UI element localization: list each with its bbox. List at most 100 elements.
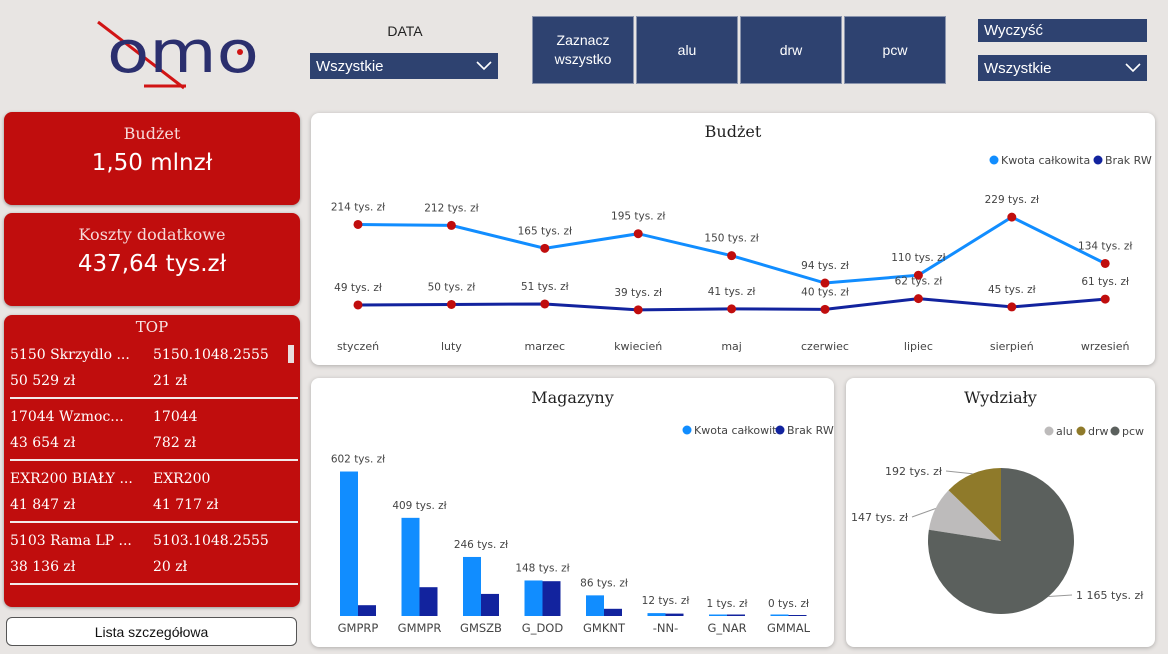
bar[interactable]	[358, 605, 376, 616]
clear-filters-button[interactable]: Wyczyść	[978, 19, 1147, 42]
data-label: 39 tys. zł	[614, 287, 662, 299]
legend-label[interactable]: Kwota całkowita	[694, 424, 783, 437]
chevron-down-icon	[1125, 63, 1141, 73]
bar[interactable]	[770, 614, 789, 617]
data-point[interactable]	[820, 278, 830, 288]
kpi-card-budget: Budżet 1,50 mlnzł	[4, 112, 300, 205]
top-row-code[interactable]: EXR200	[153, 471, 211, 487]
top-row-name[interactable]: 17044 Wzmoc...	[10, 409, 124, 425]
filter-alu-button[interactable]: alu	[636, 16, 738, 84]
x-tick-label: GMMAL	[767, 621, 811, 635]
bar[interactable]	[586, 595, 604, 616]
warehouses-chart-panel: Magazyny Kwota całkowita Brak RW 602 tys. …	[311, 378, 834, 647]
data-label: 192 tys. zł	[885, 465, 943, 478]
date-filter-value: Wszystkie	[316, 57, 384, 75]
pie-slice[interactable]	[928, 468, 1074, 614]
legend-label[interactable]: Brak RW	[787, 424, 834, 437]
data-label: 40 tys. zł	[801, 286, 849, 298]
data-point[interactable]	[446, 299, 456, 309]
x-tick-label: luty	[441, 340, 462, 353]
data-point[interactable]	[633, 305, 643, 315]
legend-marker	[775, 425, 785, 435]
legend-marker	[1044, 426, 1054, 436]
date-filter-dropdown[interactable]: Wszystkie	[310, 53, 498, 79]
bar[interactable]	[788, 615, 807, 616]
bar[interactable]	[709, 614, 727, 617]
data-label: 150 tys. zł	[704, 233, 758, 245]
legend-label[interactable]: drw	[1088, 425, 1109, 438]
data-point[interactable]	[1007, 212, 1017, 222]
leader-line	[1048, 594, 1073, 597]
data-point[interactable]	[727, 304, 737, 314]
bar[interactable]	[419, 587, 438, 616]
bar[interactable]	[463, 556, 481, 616]
legend-label[interactable]: alu	[1056, 425, 1073, 438]
data-label: 86 tys. zł	[580, 577, 628, 589]
legend-label[interactable]: pcw	[1122, 425, 1144, 438]
chart-title: Wydziały	[964, 388, 1037, 407]
bar[interactable]	[542, 581, 561, 616]
budget-line-chart: Kwota całkowita Brak RW 214 tys. zł 212 tys…	[331, 154, 1152, 353]
bar[interactable]	[647, 613, 666, 616]
x-tick-label: sierpień	[990, 340, 1034, 353]
x-tick-label: GMMPR	[398, 621, 442, 635]
legend-label[interactable]: Kwota całkowita	[1001, 154, 1090, 167]
kpi-title: Koszty dodatkowe	[78, 225, 226, 244]
top-row-name[interactable]: 5150 Skrzydlo ...	[10, 347, 130, 363]
data-point[interactable]	[633, 229, 643, 239]
top-row-name[interactable]: EXR200 BIAŁY ...	[10, 471, 133, 487]
data-point[interactable]	[1007, 302, 1017, 312]
data-label: 12 tys. zł	[642, 595, 690, 607]
data-point[interactable]	[540, 243, 550, 253]
x-tick-label: maj	[721, 340, 742, 353]
kpi-value: 437,64 tys.zł	[77, 251, 227, 277]
bar[interactable]	[401, 517, 420, 616]
bar[interactable]	[524, 580, 543, 616]
logo-text: omo	[107, 18, 259, 86]
data-point[interactable]	[1100, 258, 1110, 268]
data-label: 45 tys. zł	[988, 284, 1036, 296]
data-point[interactable]	[1100, 294, 1110, 304]
data-point[interactable]	[353, 300, 363, 310]
data-label: 602 tys. zł	[331, 454, 385, 466]
top-row-code[interactable]: 5150.1048.2555	[153, 347, 269, 363]
bar[interactable]	[481, 593, 499, 616]
top-row-code[interactable]: 5103.1048.2555	[153, 533, 269, 549]
top-row-name[interactable]: 5103 Rama LP ...	[10, 533, 132, 549]
legend-label[interactable]: Brak RW	[1105, 154, 1152, 167]
data-point[interactable]	[540, 299, 550, 309]
select-all-button[interactable]: Zaznacz wszystko	[532, 16, 634, 84]
data-label: 49 tys. zł	[334, 282, 382, 294]
leader-line	[911, 508, 936, 518]
pie-slice[interactable]	[948, 468, 1001, 541]
departments-pie-chart: alu drw pcw 147 tys. zł 192 tys. zł 1 165 tys…	[851, 425, 1144, 614]
department-filter-dropdown[interactable]: Wszystkie	[978, 55, 1147, 81]
data-point[interactable]	[727, 251, 737, 261]
data-label: 1 tys. zł	[707, 598, 748, 610]
data-point[interactable]	[913, 270, 923, 280]
top-row-code[interactable]: 17044	[153, 409, 198, 425]
data-point[interactable]	[820, 304, 830, 314]
pie-slice[interactable]	[928, 490, 1001, 541]
data-label: 62 tys. zł	[895, 276, 943, 288]
data-label: 61 tys. zł	[1081, 276, 1129, 288]
top-table-title: TOP	[135, 318, 169, 336]
filter-pcw-button[interactable]: pcw	[844, 16, 946, 84]
top-row-qty: 21 zł	[153, 373, 188, 389]
data-label: 214 tys. zł	[331, 201, 385, 213]
filter-drw-button[interactable]: drw	[740, 16, 842, 84]
top-table-scrollbar[interactable]	[288, 345, 294, 363]
data-point[interactable]	[913, 294, 923, 304]
bar[interactable]	[604, 608, 622, 616]
bar[interactable]	[665, 613, 684, 616]
data-point[interactable]	[353, 219, 363, 229]
bar[interactable]	[727, 614, 745, 617]
data-label: 50 tys. zł	[428, 281, 476, 293]
detail-list-button[interactable]: Lista szczegółowa	[6, 617, 297, 646]
x-tick-label: wrzesień	[1081, 340, 1130, 353]
legend-marker	[1093, 155, 1103, 165]
row-divider	[10, 397, 298, 399]
bar[interactable]	[340, 471, 358, 616]
kpi-card-additional-costs: Koszty dodatkowe 437,64 tys.zł	[4, 213, 300, 306]
data-point[interactable]	[446, 220, 456, 230]
